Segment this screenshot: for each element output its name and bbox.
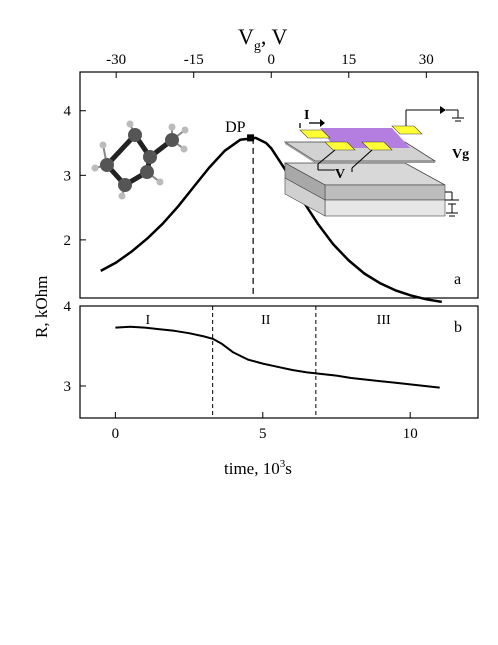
x-axis-label: time, 103s	[224, 458, 292, 478]
top-x-tick-label: 15	[341, 52, 356, 68]
y-tick-label: 3	[64, 379, 72, 395]
panel-b-label: b	[454, 319, 462, 336]
top-x-tick-label: -15	[184, 52, 204, 68]
x-tick-label: 0	[112, 426, 120, 442]
x-tick-label: 5	[259, 426, 267, 442]
region-label: I	[145, 313, 150, 328]
top-axis-label: Vg, V	[238, 24, 287, 54]
inset-voltage-label: V	[335, 167, 345, 182]
top-x-tick-label: 0	[267, 52, 275, 68]
inset-current-label: I	[304, 108, 309, 123]
inset-gate-label: Vg	[452, 147, 469, 162]
toluene-molecule-illustration	[91, 120, 189, 200]
top-x-tick-label: -30	[106, 52, 126, 68]
region-label: III	[377, 313, 391, 328]
y-tick-label: 2	[64, 233, 72, 249]
panel-b-frame	[79, 305, 479, 419]
y-tick-label: 3	[64, 168, 72, 184]
device-schematic-inset: I V Vg	[283, 106, 469, 217]
y-tick-label: 4	[64, 104, 72, 120]
dirac-point-marker	[247, 134, 255, 142]
panel-a-frame	[79, 71, 479, 299]
y-axis-label: R, kOhm	[32, 276, 51, 338]
y-tick-label: 4	[64, 299, 72, 315]
panel-a: -30 -15 0 15 30 2 3 4 DP a	[64, 52, 461, 304]
resistance-vs-gate-curve	[100, 136, 443, 304]
dirac-point-label: DP	[225, 119, 246, 136]
top-x-tick-label: 30	[419, 52, 434, 68]
region-label: II	[261, 313, 271, 328]
panel-a-label: a	[454, 271, 461, 288]
x-tick-label: 10	[403, 426, 418, 442]
resistance-vs-time-curve	[115, 325, 440, 389]
